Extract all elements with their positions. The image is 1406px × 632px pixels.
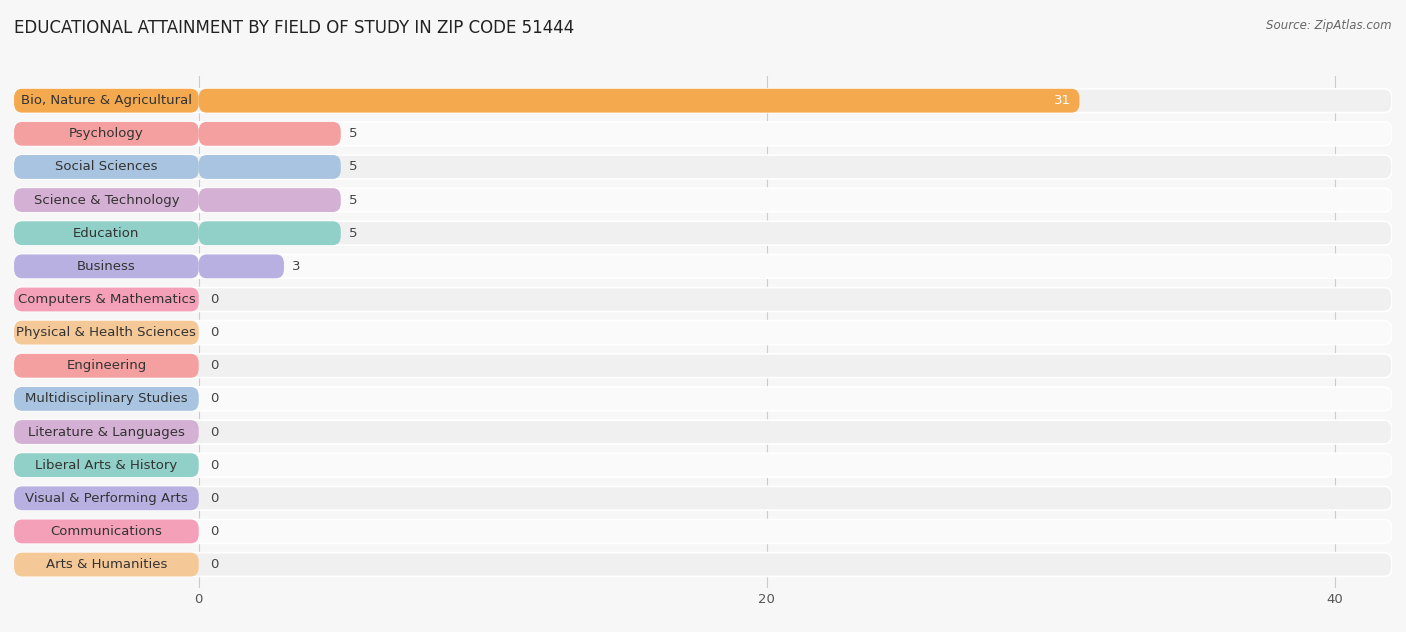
Text: Bio, Nature & Agricultural: Bio, Nature & Agricultural bbox=[21, 94, 191, 107]
Text: 0: 0 bbox=[209, 525, 218, 538]
FancyBboxPatch shape bbox=[14, 155, 198, 179]
FancyBboxPatch shape bbox=[14, 122, 198, 146]
Text: Education: Education bbox=[73, 227, 139, 240]
FancyBboxPatch shape bbox=[14, 453, 1392, 477]
Text: 0: 0 bbox=[209, 326, 218, 339]
FancyBboxPatch shape bbox=[14, 552, 1392, 576]
Text: 5: 5 bbox=[349, 127, 357, 140]
FancyBboxPatch shape bbox=[14, 288, 1392, 312]
Text: Liberal Arts & History: Liberal Arts & History bbox=[35, 459, 177, 471]
Text: Arts & Humanities: Arts & Humanities bbox=[46, 558, 167, 571]
FancyBboxPatch shape bbox=[14, 188, 198, 212]
FancyBboxPatch shape bbox=[14, 520, 1392, 544]
Text: 0: 0 bbox=[209, 558, 218, 571]
FancyBboxPatch shape bbox=[198, 255, 284, 278]
FancyBboxPatch shape bbox=[14, 288, 198, 312]
Text: Engineering: Engineering bbox=[66, 359, 146, 372]
FancyBboxPatch shape bbox=[14, 122, 1392, 146]
Text: Physical & Health Sciences: Physical & Health Sciences bbox=[17, 326, 197, 339]
FancyBboxPatch shape bbox=[14, 188, 1392, 212]
FancyBboxPatch shape bbox=[14, 221, 1392, 245]
FancyBboxPatch shape bbox=[14, 552, 198, 576]
FancyBboxPatch shape bbox=[14, 420, 198, 444]
FancyBboxPatch shape bbox=[14, 520, 198, 544]
FancyBboxPatch shape bbox=[14, 88, 198, 112]
FancyBboxPatch shape bbox=[14, 387, 198, 411]
FancyBboxPatch shape bbox=[198, 221, 340, 245]
Text: Literature & Languages: Literature & Languages bbox=[28, 425, 184, 439]
Text: 5: 5 bbox=[349, 161, 357, 173]
FancyBboxPatch shape bbox=[14, 221, 198, 245]
Text: EDUCATIONAL ATTAINMENT BY FIELD OF STUDY IN ZIP CODE 51444: EDUCATIONAL ATTAINMENT BY FIELD OF STUDY… bbox=[14, 19, 574, 37]
FancyBboxPatch shape bbox=[14, 320, 198, 344]
Text: Social Sciences: Social Sciences bbox=[55, 161, 157, 173]
FancyBboxPatch shape bbox=[198, 122, 340, 146]
Text: Multidisciplinary Studies: Multidisciplinary Studies bbox=[25, 392, 188, 405]
Text: 0: 0 bbox=[209, 392, 218, 405]
Text: 5: 5 bbox=[349, 227, 357, 240]
FancyBboxPatch shape bbox=[14, 487, 1392, 510]
Text: 31: 31 bbox=[1054, 94, 1071, 107]
Text: 0: 0 bbox=[209, 459, 218, 471]
FancyBboxPatch shape bbox=[14, 255, 198, 278]
Text: 3: 3 bbox=[292, 260, 301, 273]
Text: 5: 5 bbox=[349, 193, 357, 207]
FancyBboxPatch shape bbox=[14, 354, 1392, 378]
FancyBboxPatch shape bbox=[14, 255, 1392, 278]
Text: Visual & Performing Arts: Visual & Performing Arts bbox=[25, 492, 188, 505]
Text: 0: 0 bbox=[209, 425, 218, 439]
FancyBboxPatch shape bbox=[198, 155, 340, 179]
FancyBboxPatch shape bbox=[198, 188, 340, 212]
Text: 0: 0 bbox=[209, 293, 218, 306]
FancyBboxPatch shape bbox=[14, 420, 1392, 444]
Text: Science & Technology: Science & Technology bbox=[34, 193, 179, 207]
FancyBboxPatch shape bbox=[14, 320, 1392, 344]
FancyBboxPatch shape bbox=[198, 88, 1080, 112]
FancyBboxPatch shape bbox=[14, 88, 1392, 112]
Text: Psychology: Psychology bbox=[69, 127, 143, 140]
Text: 0: 0 bbox=[209, 359, 218, 372]
Text: 0: 0 bbox=[209, 492, 218, 505]
FancyBboxPatch shape bbox=[14, 487, 198, 510]
Text: Business: Business bbox=[77, 260, 136, 273]
FancyBboxPatch shape bbox=[14, 387, 1392, 411]
Text: Source: ZipAtlas.com: Source: ZipAtlas.com bbox=[1267, 19, 1392, 32]
Text: Computers & Mathematics: Computers & Mathematics bbox=[17, 293, 195, 306]
FancyBboxPatch shape bbox=[14, 453, 198, 477]
FancyBboxPatch shape bbox=[14, 155, 1392, 179]
FancyBboxPatch shape bbox=[14, 354, 198, 378]
Text: Communications: Communications bbox=[51, 525, 162, 538]
